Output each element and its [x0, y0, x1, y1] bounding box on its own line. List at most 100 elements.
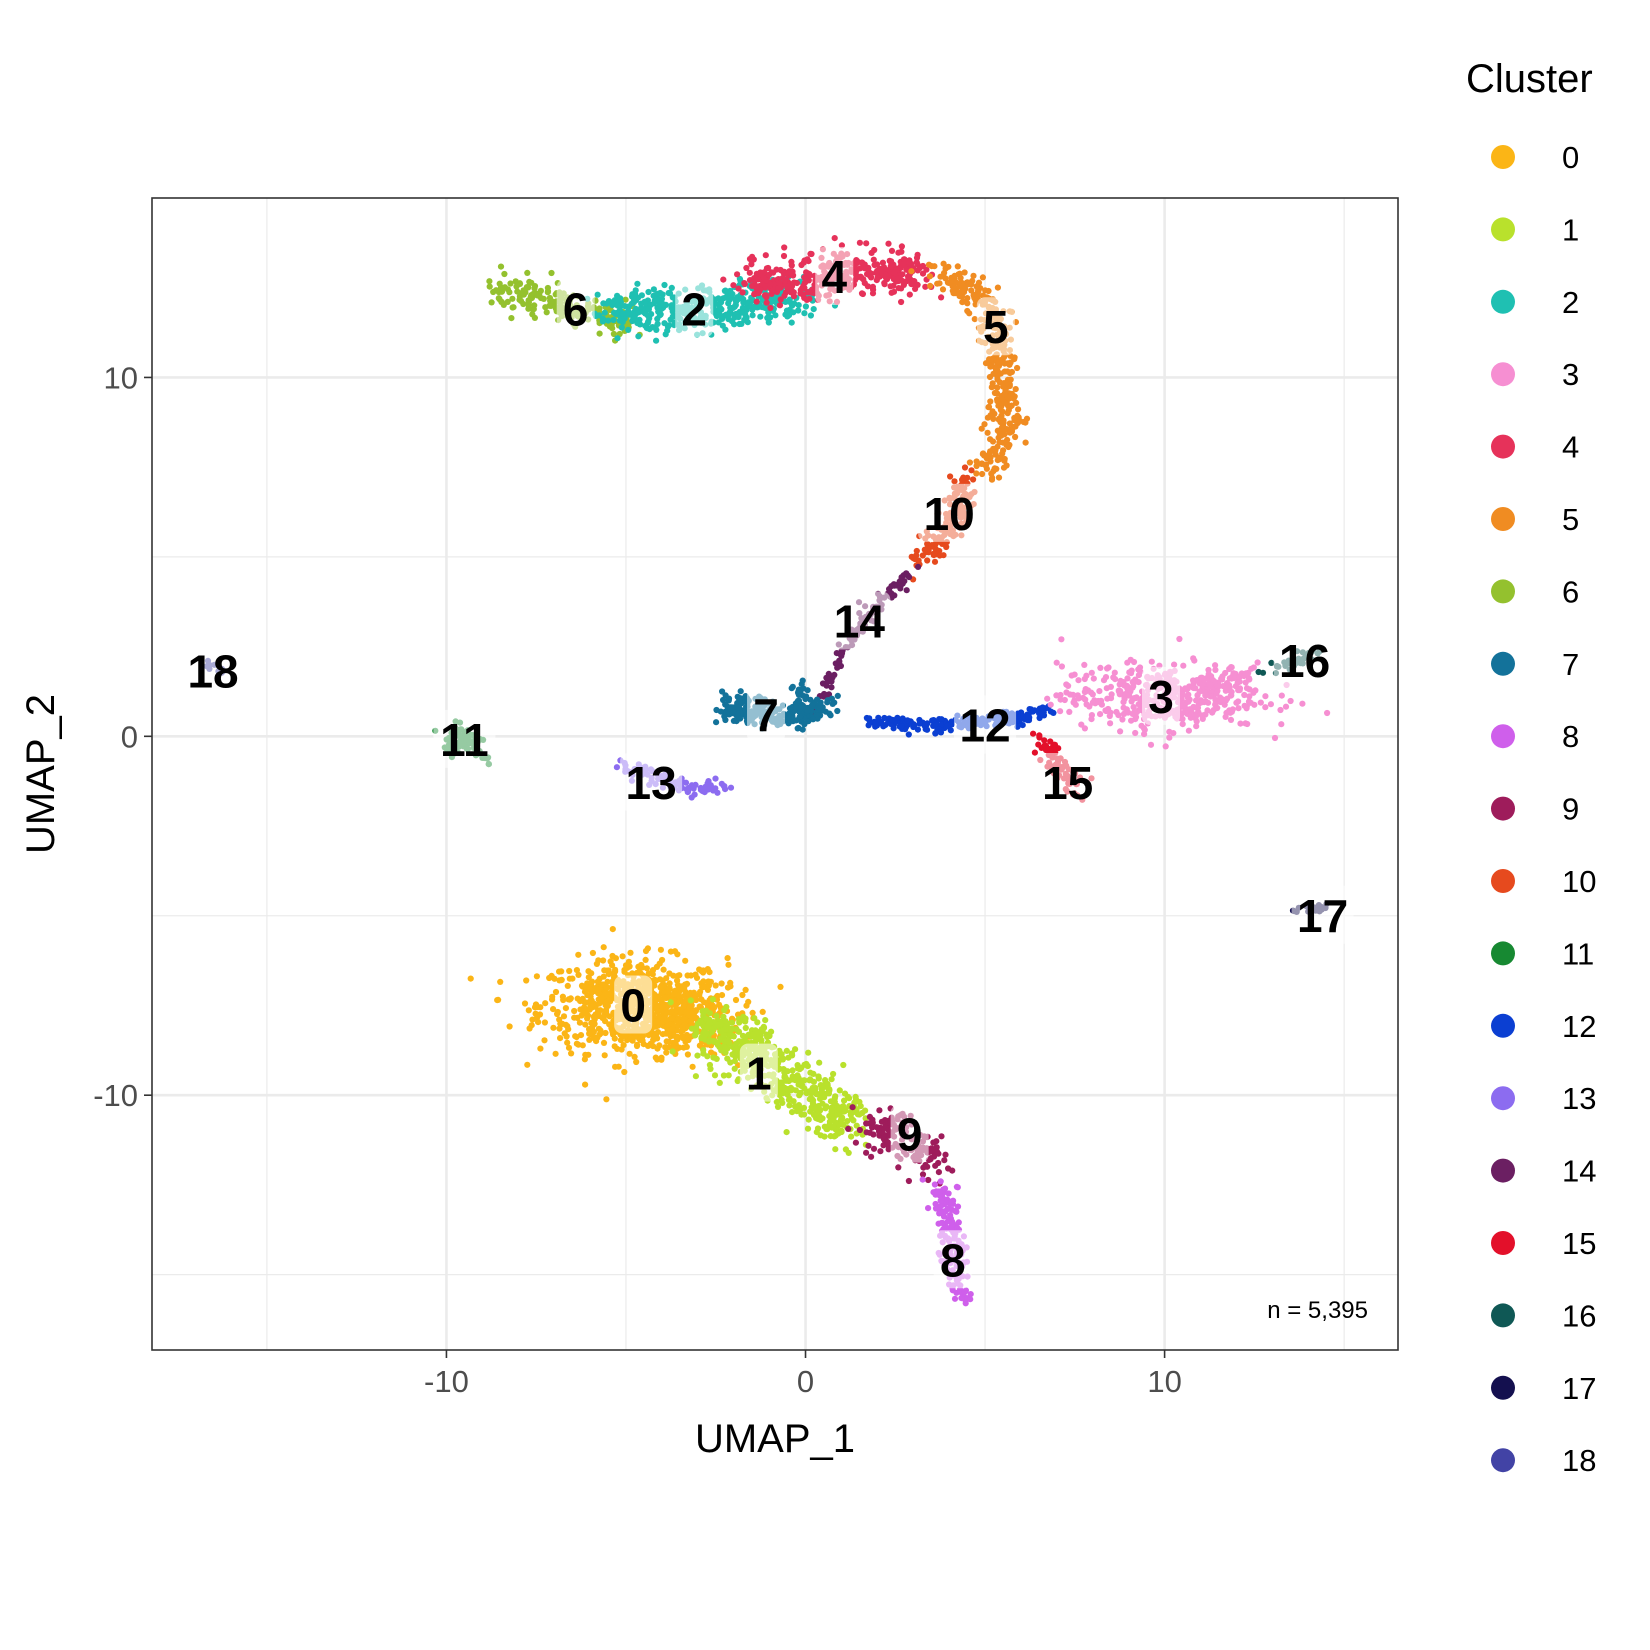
- data-point-cluster-7: [816, 705, 823, 712]
- data-point-cluster-1: [805, 1049, 812, 1056]
- data-point-cluster-3: [1107, 720, 1114, 727]
- data-point-cluster-9: [925, 1176, 932, 1184]
- data-point-cluster-0: [575, 971, 582, 979]
- y-tick-label: 10: [104, 360, 138, 395]
- data-point-cluster-2: [605, 317, 612, 324]
- data-point-cluster-0: [467, 975, 474, 982]
- data-point-cluster-1: [821, 1123, 828, 1130]
- data-point-cluster-2: [668, 284, 675, 291]
- data-point-cluster-5: [926, 273, 934, 280]
- data-point-cluster-3: [1081, 688, 1088, 696]
- legend-key-7: [1491, 651, 1515, 676]
- data-point-cluster-5: [994, 384, 1001, 391]
- data-point-cluster-7: [834, 692, 841, 700]
- data-point-cluster-5: [908, 268, 915, 275]
- data-point-cluster-8: [958, 1295, 965, 1302]
- data-point-cluster-1: [848, 1110, 855, 1117]
- data-point-cluster-5: [973, 283, 980, 290]
- data-point-cluster-1: [759, 1028, 766, 1035]
- data-point-cluster-2: [801, 310, 808, 317]
- data-point-cluster-2: [782, 298, 789, 305]
- data-point-cluster-4: [865, 268, 873, 275]
- data-point-cluster-1: [821, 1094, 828, 1101]
- data-point-cluster-1: [788, 1087, 795, 1094]
- data-point-cluster-1: [667, 999, 674, 1006]
- data-point-cluster-7: [804, 707, 811, 714]
- data-point-cluster-4: [869, 290, 877, 297]
- data-point-cluster-0: [586, 985, 593, 992]
- data-point-cluster-0: [645, 1032, 652, 1039]
- data-point-cluster-14: [903, 570, 910, 577]
- data-point-cluster-2: [719, 315, 726, 322]
- legend-key-0: [1491, 145, 1515, 169]
- data-point-cluster-0: [600, 973, 607, 980]
- cluster-label-7: 7: [753, 689, 779, 741]
- data-point-cluster-0: [532, 1001, 540, 1008]
- cluster-label-9: 9: [897, 1109, 923, 1161]
- data-point-cluster-4: [910, 280, 917, 287]
- data-point-cluster-3: [1233, 699, 1240, 706]
- data-point-cluster-0: [542, 1000, 549, 1007]
- data-point-cluster-0: [666, 970, 673, 977]
- data-point-cluster-1: [720, 1072, 728, 1079]
- data-point-cluster-0: [650, 1033, 658, 1040]
- data-point-cluster-3: [1124, 675, 1131, 682]
- data-point-cluster-0: [552, 1050, 559, 1057]
- data-point-cluster-5: [956, 293, 963, 300]
- data-point-cluster-5: [964, 307, 971, 315]
- data-point-cluster-3: [1257, 699, 1264, 706]
- data-point-cluster-2: [645, 288, 652, 296]
- data-point-cluster-5: [994, 457, 1001, 464]
- data-point-cluster-5: [973, 470, 980, 477]
- data-point-cluster-0: [564, 982, 571, 990]
- data-point-cluster-3: [1207, 693, 1214, 700]
- data-point-cluster-10: [919, 552, 926, 559]
- data-point-cluster-0: [524, 1061, 531, 1068]
- data-point-cluster-0: [665, 1030, 673, 1037]
- data-point-cluster-1: [693, 1024, 700, 1031]
- data-point-cluster-8: [937, 1178, 944, 1185]
- legend-key-18: [1491, 1448, 1515, 1473]
- legend-label-18: 18: [1562, 1443, 1596, 1478]
- data-point-cluster-13: [692, 781, 699, 789]
- data-point-cluster-4: [743, 264, 750, 272]
- data-point-cluster-0: [585, 1051, 592, 1058]
- data-point-cluster-2: [614, 302, 621, 309]
- data-point-cluster-0: [718, 980, 725, 987]
- data-point-cluster-6: [488, 299, 495, 306]
- data-point-cluster-0: [589, 949, 597, 957]
- data-point-cluster-0: [607, 958, 614, 965]
- data-point-cluster-1: [778, 1096, 785, 1103]
- data-point-cluster-5: [998, 393, 1005, 400]
- data-point-cluster-0: [626, 1050, 633, 1057]
- data-point-cluster-4: [777, 266, 784, 274]
- legend-label-9: 9: [1562, 792, 1579, 827]
- data-point-cluster-0: [668, 1015, 675, 1022]
- data-point-cluster-4: [767, 304, 774, 312]
- data-point-cluster-15: [1035, 741, 1042, 748]
- data-point-cluster-6: [516, 296, 523, 303]
- data-point-cluster-0: [651, 982, 658, 989]
- data-point-cluster-2: [653, 337, 660, 344]
- data-point-cluster-9: [919, 1171, 927, 1178]
- data-point-cluster-0: [653, 977, 660, 984]
- data-point-cluster-4: [868, 274, 875, 281]
- data-point-cluster-4: [871, 261, 878, 269]
- data-point-cluster-9: [895, 1164, 902, 1171]
- data-point-cluster-2: [650, 286, 658, 293]
- data-point-cluster-1: [709, 1027, 716, 1034]
- cluster-label-0: 0: [620, 979, 646, 1031]
- cluster-label-17: 17: [1297, 890, 1348, 942]
- data-point-cluster-1: [734, 1077, 741, 1085]
- data-point-cluster-1: [830, 1123, 837, 1130]
- data-point-cluster-2: [725, 312, 732, 319]
- data-point-cluster-0: [566, 975, 573, 982]
- data-point-cluster-1: [706, 1019, 713, 1026]
- data-point-cluster-0: [606, 1021, 613, 1028]
- data-point-cluster-4: [838, 242, 846, 249]
- data-point-cluster-3: [1075, 695, 1082, 702]
- data-point-cluster-0: [526, 1025, 533, 1032]
- data-point-cluster-3: [1201, 688, 1208, 696]
- data-point-cluster-3: [1299, 700, 1306, 707]
- data-point-cluster-0: [529, 1016, 536, 1023]
